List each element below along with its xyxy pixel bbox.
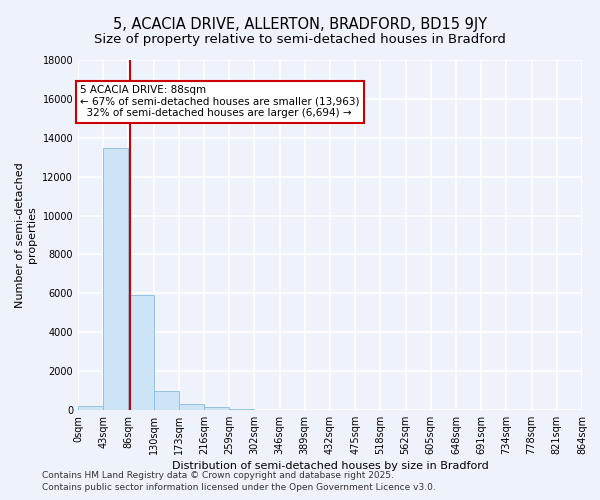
Bar xyxy=(179,404,204,410)
Text: 5 ACACIA DRIVE: 88sqm
← 67% of semi-detached houses are smaller (13,963)
  32% o: 5 ACACIA DRIVE: 88sqm ← 67% of semi-deta… xyxy=(80,86,359,118)
Text: Contains HM Land Registry data © Crown copyright and database right 2025.: Contains HM Land Registry data © Crown c… xyxy=(42,470,394,480)
Text: Contains public sector information licensed under the Open Government Licence v3: Contains public sector information licen… xyxy=(42,483,436,492)
Bar xyxy=(154,390,179,410)
Bar xyxy=(103,148,128,410)
Y-axis label: Number of semi-detached
properties: Number of semi-detached properties xyxy=(15,162,37,308)
Bar xyxy=(128,296,154,410)
Text: 5, ACACIA DRIVE, ALLERTON, BRADFORD, BD15 9JY: 5, ACACIA DRIVE, ALLERTON, BRADFORD, BD1… xyxy=(113,18,487,32)
Bar xyxy=(229,409,254,410)
Text: Size of property relative to semi-detached houses in Bradford: Size of property relative to semi-detach… xyxy=(94,32,506,46)
Bar xyxy=(78,406,103,410)
Bar xyxy=(204,407,229,410)
X-axis label: Distribution of semi-detached houses by size in Bradford: Distribution of semi-detached houses by … xyxy=(172,461,488,471)
